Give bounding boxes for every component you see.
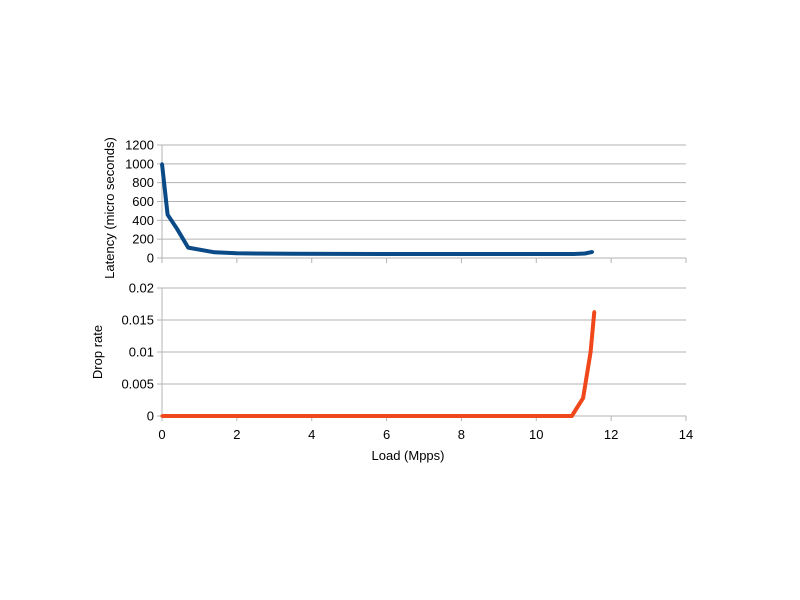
drop-rate-x-tick-label: 4 xyxy=(308,427,315,442)
latency-ticks: 0 200 400 600 800 1000 1200 xyxy=(125,138,687,266)
drop-rate-data-point xyxy=(581,396,585,400)
drop-rate-gridlines xyxy=(162,287,686,385)
drop-rate-ticks: 0 0.005 0.01 0.015 0.02 0 2 4 6 8 10 12 14 xyxy=(121,281,693,443)
drop-rate-y-tick-label: 0.02 xyxy=(129,281,154,296)
drop-rate-data-point xyxy=(459,414,464,418)
drop-rate-x-tick-label: 6 xyxy=(383,427,390,442)
drop-rate-y-tick-label: 0.01 xyxy=(129,345,154,360)
latency-chart: 0 200 400 600 800 1000 1200 Latency (micro sec… xyxy=(102,137,687,279)
drop-rate-x-tick-label: 14 xyxy=(679,427,693,442)
latency-series xyxy=(160,162,595,256)
drop-rate-y-tick-label: 0.005 xyxy=(121,377,154,392)
drop-rate-data-point xyxy=(592,310,596,314)
latency-y-tick-label: 400 xyxy=(132,213,154,228)
drop-rate-y-axis-title: Drop rate xyxy=(90,325,105,379)
latency-data-point xyxy=(590,250,595,254)
latency-gridlines xyxy=(162,144,686,240)
latency-series-line xyxy=(160,163,593,256)
latency-y-tick-label: 1000 xyxy=(125,156,154,171)
latency-y-tick-label: 0 xyxy=(147,251,154,266)
latency-data-point xyxy=(175,227,179,231)
latency-data-point xyxy=(235,251,239,255)
latency-y-axis-title: Latency (micro seconds) xyxy=(102,137,117,279)
latency-data-point xyxy=(572,252,576,256)
drop-rate-y-tick-label: 0 xyxy=(147,409,154,424)
drop-rate-data-point xyxy=(160,414,164,418)
drop-rate-x-tick-label: 2 xyxy=(233,427,240,442)
drop-rate-data-point xyxy=(588,350,593,354)
drop-rate-x-tick-label: 8 xyxy=(458,427,465,442)
latency-data-point xyxy=(497,252,501,256)
latency-data-point xyxy=(583,251,587,256)
latency-y-tick-label: 1200 xyxy=(125,138,154,153)
latency-data-point xyxy=(384,252,389,256)
latency-y-tick-label: 200 xyxy=(132,232,154,247)
latency-data-point xyxy=(291,252,295,256)
drop-rate-x-axis-title: Load (Mpps) xyxy=(372,448,445,463)
drop-rate-x-tick-label: 12 xyxy=(604,427,618,442)
latency-y-tick-label: 600 xyxy=(132,194,154,209)
latency-data-point xyxy=(186,246,190,250)
latency-y-tick-label: 800 xyxy=(132,175,154,190)
drop-rate-x-tick-label: 0 xyxy=(158,427,165,442)
latency-data-point xyxy=(212,250,216,254)
drop-rate-series xyxy=(160,310,597,418)
drop-rate-data-point xyxy=(553,414,557,418)
drop-rate-data-point xyxy=(570,414,574,418)
drop-rate-y-tick-label: 0.015 xyxy=(121,313,154,328)
drop-rate-series-line xyxy=(162,311,597,418)
latency-data-point xyxy=(166,213,170,217)
drop-rate-data-point xyxy=(310,414,314,418)
latency-data-point xyxy=(160,162,164,166)
drop-rate-chart: 0 0.005 0.01 0.015 0.02 0 2 4 6 8 10 12 14 Drop rate… xyxy=(90,281,693,464)
drop-rate-x-tick-label: 10 xyxy=(529,427,543,442)
